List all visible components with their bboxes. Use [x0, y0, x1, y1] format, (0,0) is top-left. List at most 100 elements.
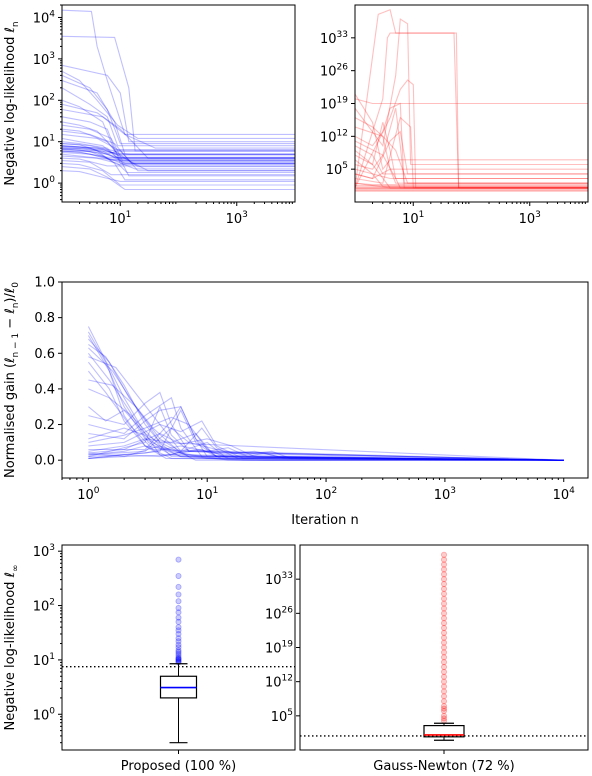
chart-nll-proposed: 101 103 100 101 102 103 104 Negative log-likeli…	[3, 4, 296, 227]
chart-normalised-gain: 100 101 102 103 104 0.0 0.2 0.4 0.6 0.8 1.0 Normali…	[3, 276, 589, 528]
y-tick-label: 101	[33, 134, 55, 151]
y-tick-label: 1012	[265, 674, 293, 691]
series-line-11	[62, 128, 295, 155]
outlier-point-29	[440, 585, 447, 592]
axes-frame	[61, 4, 296, 203]
outlier-point-9	[175, 648, 182, 655]
series-line-4	[88, 343, 564, 461]
outlier-point-32	[440, 571, 447, 578]
outlier-point-35	[440, 556, 447, 563]
series-line-22	[62, 148, 295, 155]
series-line-27	[62, 153, 295, 160]
series-line-10	[62, 116, 295, 164]
series-line-3	[62, 70, 295, 139]
outlier-point-25	[175, 572, 182, 579]
y-tick-label: 1026	[320, 63, 348, 80]
outlier-point-25	[440, 605, 447, 612]
series-line-2	[87, 335, 564, 461]
series-line-21	[355, 159, 588, 188]
outlier-point-11	[175, 644, 182, 651]
series-line-35	[62, 145, 295, 156]
series-line-11	[355, 145, 588, 175]
series-line-13	[355, 116, 588, 189]
series-line-8	[62, 103, 295, 159]
y-axis-label: Normalised gain (ℓn − 1 − ℓn)/ℓ0	[3, 282, 21, 478]
outlier-point-27	[440, 595, 447, 602]
series-line-24	[88, 409, 564, 461]
series-line-39	[62, 124, 295, 162]
y-axis-label: Negative log-likelihood ℓ∞	[3, 565, 21, 731]
y-tick-label: 102	[33, 92, 55, 109]
outlier-point-17	[440, 644, 447, 651]
y-tick-label: 1.0	[34, 276, 55, 291]
series-line-19	[355, 182, 588, 186]
series-line-17	[62, 145, 295, 164]
series-line-8	[87, 361, 564, 461]
chart-box-proposed: Proposed (100 %) 100 101 102 103 Negative log…	[3, 543, 296, 774]
outlier-point-18	[440, 639, 447, 646]
outlier-point-16	[440, 649, 447, 656]
outlier-point-16	[175, 627, 182, 634]
chart-box-gauss-newton: Gauss-Newton (72 %) 105 1012 1019 1026 1033	[265, 544, 589, 774]
outlier-point-3	[175, 656, 182, 663]
outlier-point-12	[175, 641, 182, 648]
series-line-10	[88, 379, 564, 461]
outlier-point-9	[440, 683, 447, 690]
y-tick-label: 1026	[265, 605, 293, 622]
x-tick-label: 101	[196, 486, 218, 503]
outlier-point-2	[440, 712, 447, 719]
outlier-point-18	[175, 618, 182, 625]
plot-area	[87, 326, 564, 461]
series-line-9	[355, 108, 588, 184]
series-line-23	[88, 405, 564, 461]
y-tick-label: 0.4	[34, 382, 55, 397]
iqr-box	[423, 724, 465, 738]
series-line-30	[62, 160, 295, 176]
y-tick-label: 0.6	[34, 347, 55, 362]
plot-area	[300, 551, 588, 741]
plot-area	[62, 556, 295, 744]
outlier-point-8	[175, 650, 182, 657]
outlier-point-36	[440, 551, 447, 558]
series-line-23	[355, 140, 588, 189]
series-line-19	[62, 146, 295, 159]
outlier-point-21	[440, 624, 447, 631]
series-line-29	[88, 427, 564, 461]
series-line-1	[87, 331, 564, 461]
outlier-point-31	[440, 576, 447, 583]
ylabel-sub-n-1: n − 1	[11, 333, 21, 358]
outlier-point-20	[175, 609, 182, 616]
outlier-point-1	[440, 715, 447, 722]
series-line-5	[88, 347, 564, 461]
series-line-12	[62, 130, 295, 172]
series-line-25	[88, 427, 564, 461]
outlier-point-7	[175, 652, 182, 659]
series-line-24	[62, 150, 295, 163]
outlier-point-23	[440, 615, 447, 622]
series-line-22	[88, 448, 564, 461]
outlier-point-11	[440, 673, 447, 680]
outlier-point-15	[440, 654, 447, 661]
series-line-2	[355, 18, 588, 166]
outlier-point-3	[440, 707, 447, 714]
y-tick-label: 104	[33, 9, 56, 26]
series-line-14	[88, 396, 564, 461]
outlier-point-23	[175, 591, 182, 598]
series-line-16	[62, 143, 295, 168]
series-line-1	[355, 32, 588, 189]
outlier-point-24	[175, 583, 182, 590]
series-line-31	[62, 162, 295, 186]
outlier-point-17	[175, 624, 182, 631]
series-line-6	[355, 102, 588, 189]
series-line-8	[355, 117, 588, 170]
series-line-4	[62, 74, 295, 145]
series-line-11	[88, 388, 564, 461]
outlier-point-7	[440, 693, 447, 700]
outlier-point-28	[440, 590, 447, 597]
series-line-6	[87, 352, 564, 461]
series-line-21	[88, 445, 564, 461]
x-tick-label: 102	[315, 486, 337, 503]
series-line-2	[62, 64, 295, 143]
outlier-point-6	[175, 654, 182, 661]
